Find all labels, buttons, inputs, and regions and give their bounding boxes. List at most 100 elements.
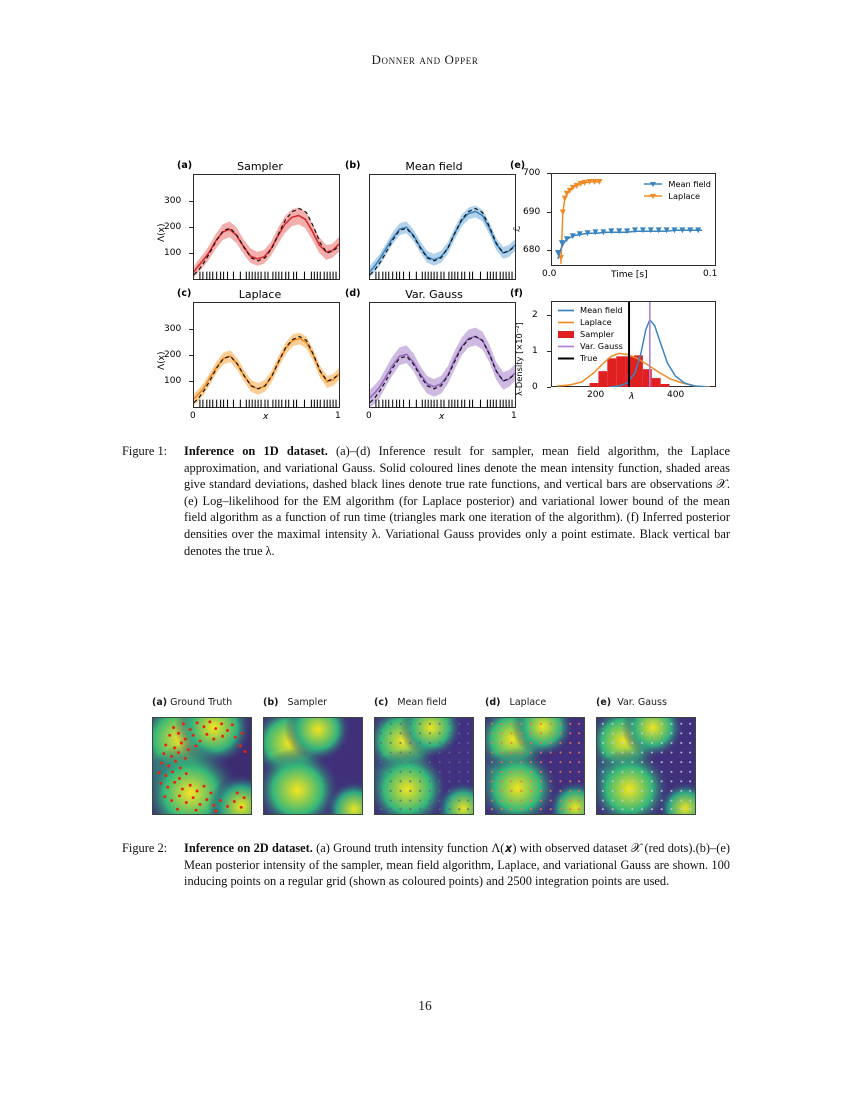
figure2-panel-e: (e) Var. Gauss <box>596 697 696 815</box>
panel-b-axes <box>369 174 516 280</box>
figure2-panel-a-label: Ground Truth <box>170 697 233 708</box>
figure2-panel-b: (b) Sampler <box>263 697 363 815</box>
figure2-panel-b-tag: (b) <box>263 697 279 708</box>
laplace-line-icon <box>558 321 574 323</box>
panel-f-tick-1 <box>547 351 551 352</box>
panel-e-tag: (e) <box>510 160 526 171</box>
observed-data-points <box>157 720 247 813</box>
panel-e-plot <box>554 178 703 264</box>
panel-d-title: Var. Gauss <box>405 288 463 301</box>
panel-e-legend-item-1: Laplace <box>643 190 711 202</box>
panel-c-xtick-0: 0 <box>190 411 196 421</box>
panel-d-rug <box>375 399 513 408</box>
panel-e-tick-700 <box>547 173 551 174</box>
heatmap-mean-field <box>374 717 474 815</box>
panel-d-xtick-1: 1 <box>511 411 517 421</box>
figure1-panel-b: (b) Mean field <box>345 160 530 280</box>
figure2-panel-b-title: (b) Sampler <box>263 697 363 708</box>
panel-e-ylabel: ℒ <box>513 225 523 232</box>
figure-1-caption-text: (a)–(d) Inference result for sampler, me… <box>184 444 730 558</box>
heatmap-sampler <box>263 717 363 815</box>
inducing-points-grid <box>379 722 470 811</box>
panel-e-meanfield-markers <box>554 227 702 256</box>
figure2-panel-c-label: Mean field <box>397 697 447 708</box>
panel-c-xlabel: x <box>263 412 269 422</box>
panel-d-plot <box>369 327 516 408</box>
panel-d-tag: (d) <box>345 288 361 299</box>
panel-a-ytick-200: 200 <box>164 222 182 232</box>
panel-c-ytick-300: 300 <box>164 324 182 334</box>
panel-a-tick-200 <box>189 227 193 228</box>
running-head: Donner and Opper <box>371 52 479 67</box>
figure2-panel-e-title: (e) Var. Gauss <box>596 697 696 708</box>
panel-f-legend-item-2: Sampler <box>557 328 623 340</box>
panel-f-legend-item-4: True <box>557 352 623 364</box>
panel-e-xtick-1: 0.1 <box>703 269 718 279</box>
panel-f-xlabel: λ <box>629 392 635 402</box>
figure2-panel-e-label: Var. Gauss <box>617 697 667 708</box>
panel-f-legend-label-1: Laplace <box>580 317 612 327</box>
panel-a-ytick-300: 300 <box>164 196 182 206</box>
figure-2-caption-title: Inference on 2D dataset. <box>184 841 313 855</box>
panel-a-tag: (a) <box>177 160 193 171</box>
figure2-panel-d-title: (d) Laplace <box>485 697 585 708</box>
panel-f-tag: (f) <box>510 288 523 299</box>
panel-f-ytick-2: 2 <box>532 310 538 320</box>
panel-e-tick-680 <box>547 250 551 251</box>
panel-c-ytick-200: 200 <box>164 350 182 360</box>
panel-f-xtick-200: 200 <box>587 390 605 400</box>
panel-a-rug <box>199 271 337 280</box>
heatmap-var-gauss <box>596 717 696 815</box>
figure2-panel-e-tag: (e) <box>596 697 612 708</box>
panel-a-title: Sampler <box>237 160 283 173</box>
panel-f-plot <box>556 302 711 388</box>
page-number: 16 <box>418 998 432 1013</box>
figure2-panel-d-tag: (d) <box>485 697 501 708</box>
figure-2-caption-text: (a) Ground truth intensity function Λ(𝒙)… <box>184 841 730 889</box>
mean-field-line-icon <box>558 309 574 311</box>
panel-f-xtick-400: 400 <box>667 390 685 400</box>
figure2-panel-c: (c) Mean field <box>374 697 474 815</box>
panel-f-legend-label-2: Sampler <box>580 329 615 339</box>
panel-c-ytick-100: 100 <box>164 376 182 386</box>
panel-e-axes: Mean field Laplace <box>551 173 716 266</box>
figure1-panel-f: (f) λ-Density [×10⁻²] 2 1 0 <box>505 288 720 425</box>
figure-1-caption: Figure 1: Inference on 1D dataset. (a)–(… <box>122 443 730 559</box>
panel-e-laplace-markers <box>557 178 603 261</box>
panel-f-ylabel: λ-Density [×10⁻²] <box>514 322 524 396</box>
panel-d-axes <box>369 302 516 408</box>
panel-c-tick-200 <box>189 355 193 356</box>
panel-f-axes: Mean field Laplace Sampler Var. Gauss <box>551 301 716 388</box>
var-gauss-line-icon <box>558 345 574 347</box>
panel-e-ytick-690: 690 <box>523 207 541 217</box>
panel-e-legend-item-0: Mean field <box>643 178 711 190</box>
panel-f-legend: Mean field Laplace Sampler Var. Gauss <box>557 304 623 364</box>
figure2-panel-c-tag: (c) <box>374 697 389 708</box>
figure1-panel-e: (e) ℒ 700 690 680 <box>505 160 720 285</box>
figure-1-caption-title: Inference on 1D dataset. <box>184 444 328 458</box>
panel-b-tag: (b) <box>345 160 361 171</box>
panel-f-ytick-1: 1 <box>532 346 538 356</box>
panel-f-legend-label-4: True <box>580 353 598 363</box>
panel-b-plot <box>369 205 516 280</box>
panel-f-legend-label-3: Var. Gauss <box>580 341 623 351</box>
panel-a-tick-300 <box>189 201 193 202</box>
figure2-panel-b-label: Sampler <box>287 697 328 708</box>
heatmap-ground-truth <box>152 717 252 815</box>
figure-1: (a) Sampler Λ(x) 300 200 100 <box>155 160 720 425</box>
figure2-panel-a: (a) Ground Truth <box>152 697 252 815</box>
sampler-patch-icon <box>558 330 574 338</box>
heatmap-laplace <box>485 717 585 815</box>
figure-2-caption-label: Figure 2: <box>122 841 168 855</box>
panel-e-legend-label-1: Laplace <box>668 191 701 201</box>
panel-a-tick-100 <box>189 253 193 254</box>
panel-e-xlabel: Time [s] <box>611 270 648 280</box>
panel-c-tag: (c) <box>177 288 192 299</box>
panel-d-xtick-0: 0 <box>366 411 372 421</box>
panel-f-tick-2 <box>547 315 551 316</box>
panel-c-xtick-1: 1 <box>335 411 341 421</box>
panel-e-xtick-0: 0.0 <box>542 269 557 279</box>
panel-f-tick-0 <box>547 387 551 388</box>
panel-c-tick-300 <box>189 329 193 330</box>
figure-1-caption-label: Figure 1: <box>122 444 168 458</box>
